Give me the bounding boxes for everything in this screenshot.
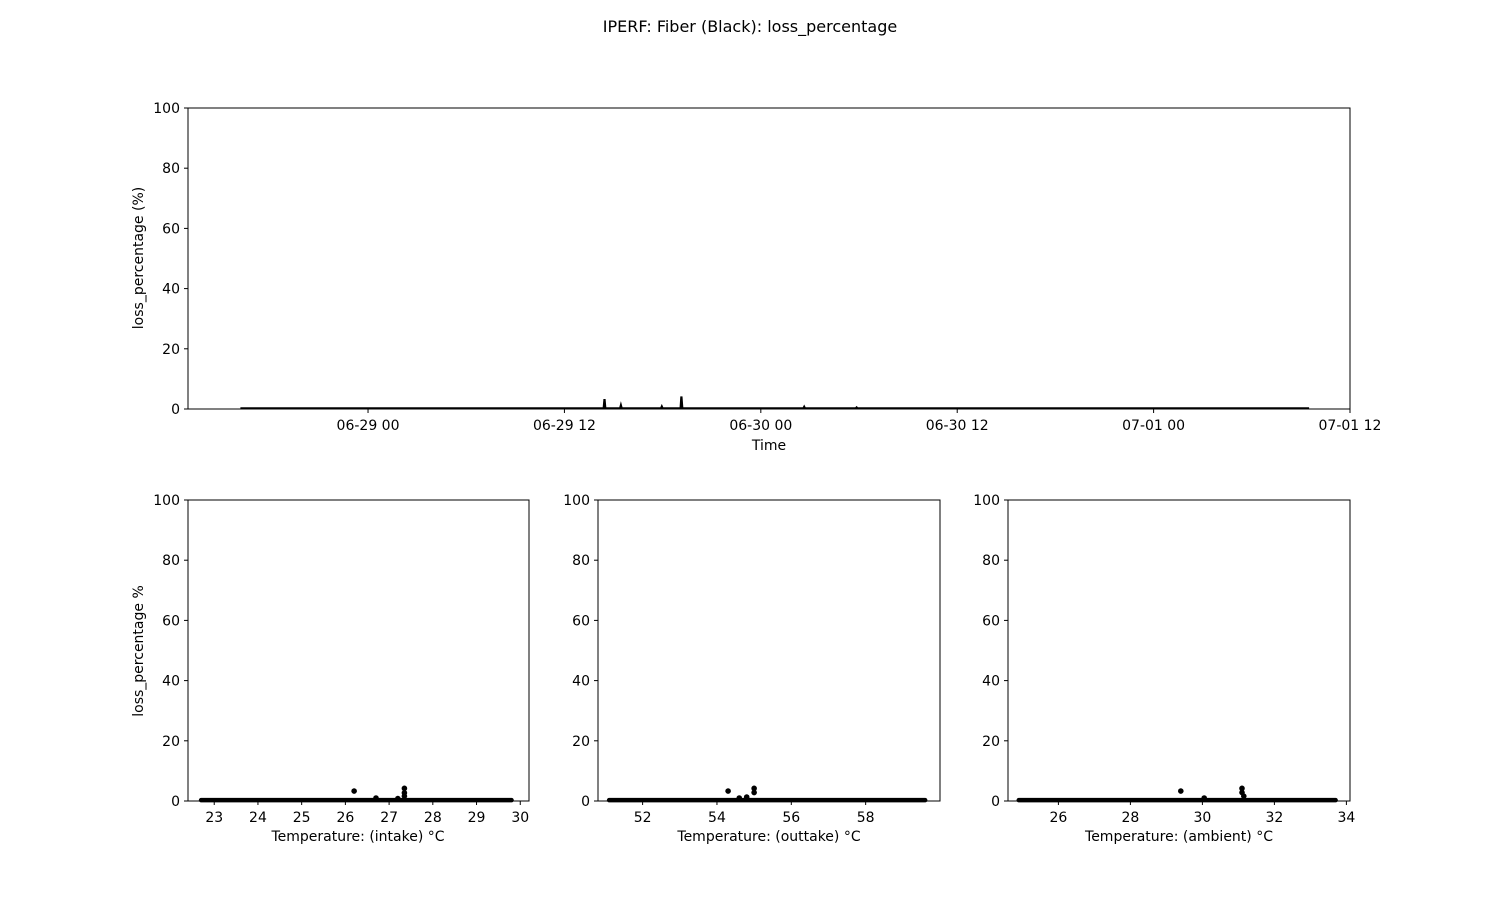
time-series-panel: 0 20 40 60 80 100 06-29 00 06-29 12 06-30 00 06-3… xyxy=(131,101,1381,454)
y-tick-label: 100 xyxy=(563,493,590,509)
x-tick-label: 56 xyxy=(782,810,800,826)
outtake-scatter-panel: 0 20 40 60 80 100 52 54 56 58 Temperature: (outta… xyxy=(563,493,941,845)
x-tick-label: 06-30 00 xyxy=(729,418,792,434)
y-tick-label: 0 xyxy=(991,794,1000,810)
y-tick-label: 80 xyxy=(162,553,180,569)
y-tick-label: 0 xyxy=(171,794,180,810)
x-tick-label: 07-01 12 xyxy=(1319,418,1382,434)
x-tick-label: 29 xyxy=(468,810,486,826)
y-tick-label: 20 xyxy=(162,342,180,358)
x-tick-label: 34 xyxy=(1337,810,1355,826)
y-tick-label: 20 xyxy=(982,734,1000,750)
outtake-x-axis-label: Temperature: (outtake) °C xyxy=(676,829,860,845)
scatter-point xyxy=(1241,793,1247,799)
x-tick-label: 06-29 00 xyxy=(337,418,400,434)
y-tick-label: 0 xyxy=(581,794,590,810)
y-tick-label: 100 xyxy=(153,101,180,117)
y-tick-label: 0 xyxy=(171,402,180,418)
scatter-point xyxy=(743,794,750,800)
intake-y-axis-label: loss_percentage % xyxy=(131,585,147,717)
y-tick-label: 60 xyxy=(572,613,590,629)
y-tick-label: 20 xyxy=(572,734,590,750)
figure-title: IPERF: Fiber (Black): loss_percentage xyxy=(603,17,897,37)
x-tick-label: 26 xyxy=(336,810,354,826)
scatter-point xyxy=(1178,788,1184,794)
x-tick-label: 30 xyxy=(511,810,529,826)
y-tick-label: 40 xyxy=(982,674,1000,690)
ambient-x-axis-label: Temperature: (ambient) °C xyxy=(1084,829,1273,845)
y-tick-label: 100 xyxy=(973,493,1000,509)
scatter-point xyxy=(1239,785,1245,792)
y-tick-label: 100 xyxy=(153,493,180,509)
ambient-scatter-panel: 0 20 40 60 80 100 26 28 30 32 34 Temperature: (amb… xyxy=(973,493,1355,845)
time-series-axes-frame xyxy=(187,107,1351,410)
scatter-point xyxy=(401,785,408,792)
ambient-axes-frame xyxy=(1007,499,1351,802)
y-tick-label: 60 xyxy=(982,613,1000,629)
intake-x-axis-label: Temperature: (intake) °C xyxy=(270,829,444,845)
x-tick-label: 52 xyxy=(634,810,652,826)
scatter-point xyxy=(373,795,379,801)
scatter-point xyxy=(401,793,408,799)
y-tick-label: 80 xyxy=(572,553,590,569)
y-tick-label: 60 xyxy=(162,221,180,237)
x-tick-label: 23 xyxy=(205,810,223,826)
x-tick-label: 24 xyxy=(249,810,267,826)
y-tick-label: 80 xyxy=(982,553,1000,569)
x-tick-label: 54 xyxy=(708,810,726,826)
x-tick-label: 58 xyxy=(857,810,875,826)
x-tick-label: 07-01 00 xyxy=(1122,418,1185,434)
scatter-point xyxy=(725,788,731,794)
y-tick-label: 80 xyxy=(162,161,180,177)
x-tick-label: 06-30 12 xyxy=(926,418,989,434)
loss-percentage-series-line xyxy=(240,396,1310,410)
time-series-y-axis-label: loss_percentage (%) xyxy=(131,187,147,329)
y-tick-label: 40 xyxy=(162,674,180,690)
x-tick-label: 06-29 12 xyxy=(533,418,596,434)
scatter-point xyxy=(751,785,757,792)
intake-scatter-panel: 0 20 40 60 80 100 23 24 25 26 27 28 29 30 Temperature… xyxy=(131,493,530,845)
x-tick-label: 28 xyxy=(424,810,442,826)
scatter-point xyxy=(1201,795,1207,801)
time-series-x-axis-label: Time xyxy=(751,438,786,454)
intake-axes-frame xyxy=(187,499,530,802)
x-tick-label: 30 xyxy=(1193,810,1211,826)
x-tick-label: 25 xyxy=(293,810,311,826)
scatter-point xyxy=(351,788,357,794)
x-tick-label: 26 xyxy=(1049,810,1067,826)
x-tick-label: 27 xyxy=(380,810,398,826)
scatter-point xyxy=(751,789,757,796)
outtake-axes-frame xyxy=(597,499,941,802)
y-tick-label: 40 xyxy=(162,282,180,298)
y-tick-label: 60 xyxy=(162,613,180,629)
scatter-point xyxy=(395,795,401,802)
x-tick-label: 28 xyxy=(1121,810,1139,826)
y-tick-label: 20 xyxy=(162,734,180,750)
scatter-point xyxy=(736,795,743,801)
x-tick-label: 32 xyxy=(1265,810,1283,826)
y-tick-label: 40 xyxy=(572,674,590,690)
